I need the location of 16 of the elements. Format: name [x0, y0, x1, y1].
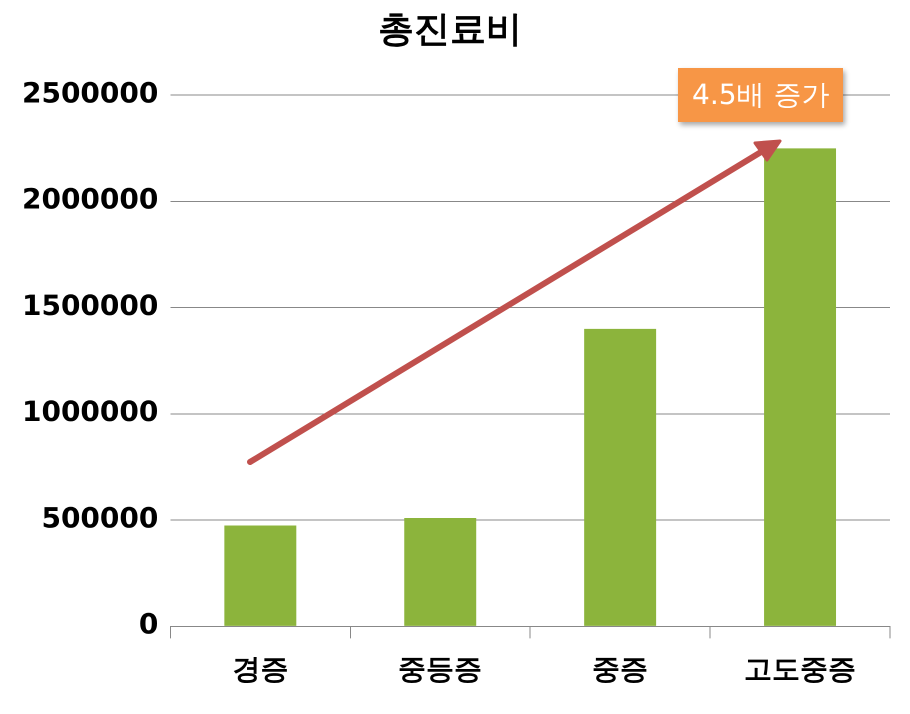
- y-tick-label: 1000000: [22, 395, 158, 428]
- chart-title: 총진료비: [378, 8, 522, 50]
- y-tick-label: 1500000: [22, 288, 158, 322]
- bar: [404, 518, 476, 626]
- x-tick-label: 중증: [592, 652, 648, 686]
- bar: [764, 148, 836, 626]
- y-tick-label: 2500000: [22, 76, 158, 110]
- x-tick-label: 경증: [232, 652, 288, 686]
- y-tick-label: 0: [138, 608, 158, 641]
- bar: [224, 525, 296, 626]
- y-tick-label: 500000: [41, 501, 158, 534]
- annotation: 4.5배 증가: [678, 68, 844, 122]
- y-tick-label: 2000000: [22, 182, 158, 216]
- x-tick-label: 중등증: [398, 652, 482, 686]
- bar: [584, 328, 656, 626]
- x-tick-label: 고도중증: [744, 652, 856, 686]
